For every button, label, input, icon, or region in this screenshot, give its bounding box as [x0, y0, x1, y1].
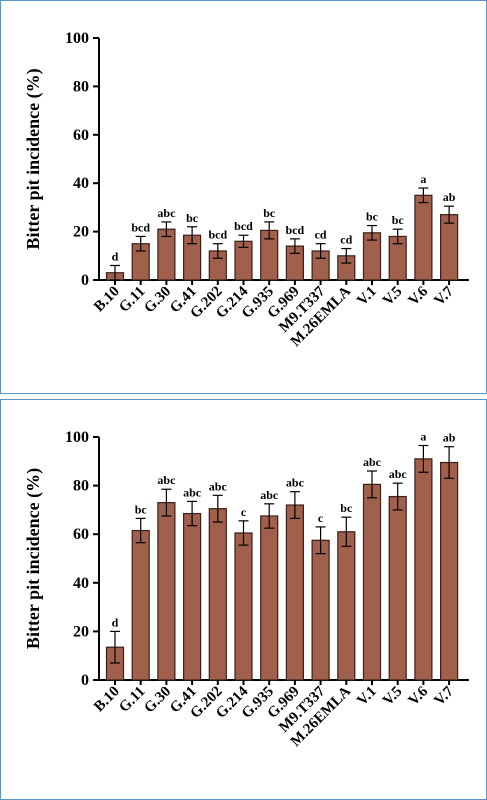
significance-label: abc: [183, 485, 202, 499]
y-tick-label: 60: [73, 127, 89, 144]
significance-label: bc: [135, 502, 148, 516]
bar: [157, 502, 176, 681]
chart-panel-top: Bitter pit incidence (%) 0 20 40 60 80 100 d B.1…: [0, 0, 487, 394]
significance-label: ab: [443, 431, 456, 445]
significance-label: abc: [209, 479, 228, 493]
bar-chart-bottom: Bitter pit incidence (%) 0 20 40 60 80 100 d B.1…: [23, 429, 469, 750]
significance-label: bc: [340, 501, 353, 515]
bar: [234, 532, 253, 681]
y-tick-label: 80: [73, 478, 89, 495]
y-tick-label: 20: [73, 224, 89, 241]
significance-label: a: [420, 172, 426, 186]
bar-chart-top: Bitter pit incidence (%) 0 20 40 60 80 100 d B.1…: [23, 30, 469, 350]
significance-label: bcd: [131, 220, 150, 234]
bar: [440, 461, 459, 681]
y-tick-label: 20: [73, 623, 89, 640]
significance-label: abc: [260, 488, 279, 502]
significance-label: c: [318, 511, 324, 525]
y-tick-label: 40: [73, 175, 89, 192]
y-tick-label: 0: [81, 672, 89, 689]
x-tick-label: V.1: [354, 284, 380, 310]
x-tick-label: V.7: [431, 283, 457, 309]
bar: [414, 458, 433, 681]
bar: [414, 194, 433, 281]
x-tick-label: G.30: [141, 284, 174, 317]
significance-label: bcd: [234, 219, 253, 233]
significance-label: abc: [157, 206, 176, 220]
significance-label: d: [112, 615, 119, 629]
x-tick-label: V.6: [406, 283, 432, 309]
x-tick-label: V.5: [380, 284, 406, 310]
significance-label: bcd: [286, 223, 305, 237]
significance-label: abc: [157, 473, 176, 487]
x-tick-label: V.7: [431, 683, 457, 709]
significance-label: abc: [286, 476, 305, 490]
x-tick-label: V.1: [354, 684, 380, 710]
significance-label: bc: [263, 206, 276, 220]
bar: [440, 214, 459, 281]
significance-label: abc: [389, 467, 408, 481]
significance-label: d: [112, 249, 119, 263]
y-tick-label: 80: [73, 78, 89, 95]
bar: [260, 515, 279, 681]
x-tick-label: G.11: [116, 284, 148, 316]
y-axis-title: Bitter pit incidence (%): [23, 468, 44, 649]
bar: [388, 495, 407, 681]
y-axis-title: Bitter pit incidence (%): [23, 68, 44, 249]
significance-label: c: [241, 505, 247, 519]
bar: [131, 529, 150, 681]
significance-label: bc: [186, 211, 199, 225]
bar: [208, 508, 227, 681]
bar: [362, 483, 382, 681]
y-tick-label: 0: [81, 272, 89, 289]
significance-label: bc: [392, 213, 405, 227]
x-tick-label: B.10: [91, 684, 123, 716]
x-tick-label: G.11: [116, 684, 148, 716]
bar: [285, 504, 304, 681]
x-tick-label: G.30: [141, 684, 174, 717]
x-tick-label: B.10: [91, 284, 123, 316]
significance-label: bc: [366, 210, 379, 224]
significance-label: cd: [315, 228, 327, 242]
significance-label: a: [420, 430, 426, 444]
bar: [311, 539, 330, 681]
y-tick-label: 100: [65, 30, 89, 47]
significance-label: abc: [363, 455, 382, 469]
significance-label: bcd: [208, 228, 227, 242]
y-tick-label: 100: [65, 429, 89, 446]
x-tick-label: V.6: [406, 683, 432, 709]
significance-label: ab: [443, 190, 456, 204]
x-tick-label: V.5: [380, 684, 406, 710]
y-tick-label: 60: [73, 526, 89, 543]
y-tick-label: 40: [73, 575, 89, 592]
bar: [337, 531, 356, 681]
bar: [183, 512, 202, 681]
significance-label: cd: [340, 233, 352, 247]
chart-panel-bottom: Bitter pit incidence (%) 0 20 40 60 80 100 d B.1…: [0, 399, 487, 800]
